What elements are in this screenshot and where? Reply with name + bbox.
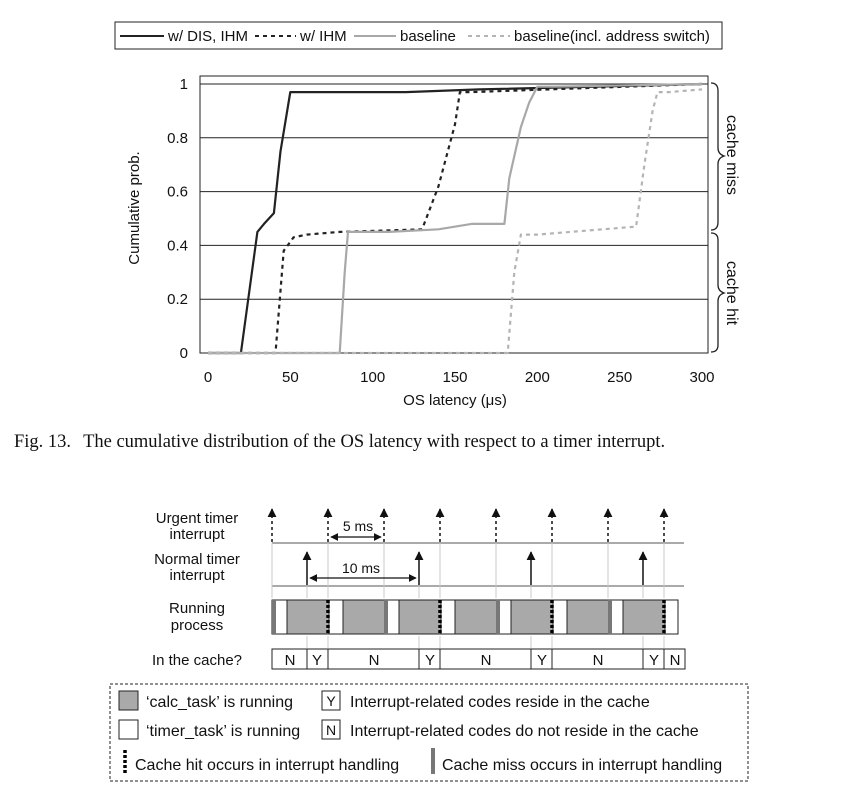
cache-miss-brace: cache miss <box>710 82 740 231</box>
cache-cell: N <box>593 652 604 669</box>
cache-cell: N <box>285 652 296 669</box>
cache-cell: N <box>369 652 380 669</box>
cache-miss-swatch <box>431 748 435 774</box>
calc-task-block <box>342 599 386 635</box>
timer-task-legend-text: ‘timer_task’ is running <box>146 723 300 740</box>
y-tick-label: 0.4 <box>167 237 188 254</box>
cache-cell: Y <box>537 652 547 669</box>
y-box <box>321 690 341 711</box>
y-tick-label: 0.2 <box>167 291 188 308</box>
chart-legend: w/ DIS, IHM w/ IHM baseline baseline(inc… <box>114 21 723 50</box>
y-tick-label: 0.8 <box>167 130 188 147</box>
timing-diagram: Urgent timer interrupt Normal timer inte… <box>109 508 749 782</box>
running-label-line2: process <box>171 617 224 634</box>
cdf-chart: w/ DIS, IHM w/ IHM baseline baseline(inc… <box>114 21 740 409</box>
y-tick-label: 1 <box>180 76 188 93</box>
y-legend-text: Interrupt-related codes reside in the ca… <box>350 694 650 711</box>
n-legend-text: Interrupt-related codes do not reside in… <box>350 723 699 740</box>
calc-task-block <box>286 599 330 635</box>
x-axis-label: OS latency (μs) <box>403 392 507 409</box>
legend-label-dis-ihm: w/ DIS, IHM <box>167 28 248 45</box>
calc-task-swatch <box>118 690 139 711</box>
x-tick-label: 200 <box>525 369 550 386</box>
figure-caption: Fig. 13. The cumulative distribution of t… <box>14 432 854 453</box>
calc-task-block <box>566 599 610 635</box>
normal-interrupt-arrows <box>302 551 648 585</box>
x-tick-label: 250 <box>607 369 632 386</box>
dimension-5ms-label: 5 ms <box>343 518 373 534</box>
x-tick-label: 300 <box>689 369 714 386</box>
cache-cell: Y <box>649 652 659 669</box>
cache-hit-brace: cache hit <box>710 232 740 353</box>
x-tick-label: 100 <box>360 369 385 386</box>
cache-cell: Y <box>312 652 322 669</box>
figure-caption-text: The cumulative distribution of the OS la… <box>83 432 666 452</box>
plot-ticks: 0 50 100 150 200 250 300 0 0.2 0.4 0.6 0.8 1 <box>167 76 714 386</box>
x-tick-label: 50 <box>282 369 299 386</box>
normal-label-line2: interrupt <box>169 567 225 584</box>
cache-miss-markers <box>272 600 612 634</box>
cache-cell: N <box>670 652 681 669</box>
n-box <box>321 719 341 740</box>
cache-miss-label: cache miss <box>723 115 740 195</box>
timing-legend: ‘calc_task’ is running Y Interrupt-relat… <box>109 683 749 782</box>
figure-number: Fig. 13. <box>14 432 72 452</box>
dimension-10ms-label: 10 ms <box>342 560 380 576</box>
cache-hit-label: cache hit <box>723 261 740 326</box>
running-label-line1: Running <box>169 600 225 617</box>
guide-lines <box>271 543 665 648</box>
plot-area <box>199 75 709 354</box>
series-line-2 <box>208 82 703 355</box>
series-line-3 <box>208 88 703 355</box>
cache-cell: Y <box>425 652 435 669</box>
series-line-0 <box>208 82 703 355</box>
running-process-bar <box>271 599 679 635</box>
series-line-1 <box>208 82 703 355</box>
plot-series <box>208 82 703 355</box>
y-axis-label: Cumulative prob. <box>126 151 143 264</box>
calc-task-block <box>622 599 666 635</box>
calc-task-legend-text: ‘calc_task’ is running <box>146 694 293 711</box>
legend-label-baseline-switch: baseline(incl. address switch) <box>514 28 710 45</box>
dimension-10ms: 10 ms <box>309 560 417 582</box>
x-tick-label: 150 <box>442 369 467 386</box>
legend-label-baseline: baseline <box>400 28 456 45</box>
cache-row-label: In the cache? <box>152 652 242 669</box>
calc-task-block <box>398 599 442 635</box>
legend-label-ihm: w/ IHM <box>299 28 347 45</box>
dimension-5ms: 5 ms <box>330 518 382 541</box>
cache-miss-legend-text: Cache miss occurs in interrupt handling <box>442 757 722 774</box>
y-tick-label: 0 <box>180 345 188 362</box>
y-box-letter: Y <box>326 693 336 709</box>
calc-task-block <box>510 599 554 635</box>
normal-label-line1: Normal timer <box>154 551 240 568</box>
cache-state-row: N Y N Y N Y N Y N <box>271 648 686 670</box>
urgent-label-line1: Urgent timer <box>156 510 239 527</box>
cache-cell: N <box>481 652 492 669</box>
x-tick-label: 0 <box>204 369 212 386</box>
urgent-interrupt-arrows <box>267 508 669 542</box>
timer-task-swatch <box>118 719 139 740</box>
n-box-letter: N <box>326 722 336 738</box>
cache-hit-markers <box>326 600 666 634</box>
calc-task-block <box>454 599 498 635</box>
y-tick-label: 0.6 <box>167 184 188 201</box>
urgent-label-line2: interrupt <box>169 526 225 543</box>
cache-hit-legend-text: Cache hit occurs in interrupt handling <box>135 757 399 774</box>
plot-grid <box>199 75 709 354</box>
